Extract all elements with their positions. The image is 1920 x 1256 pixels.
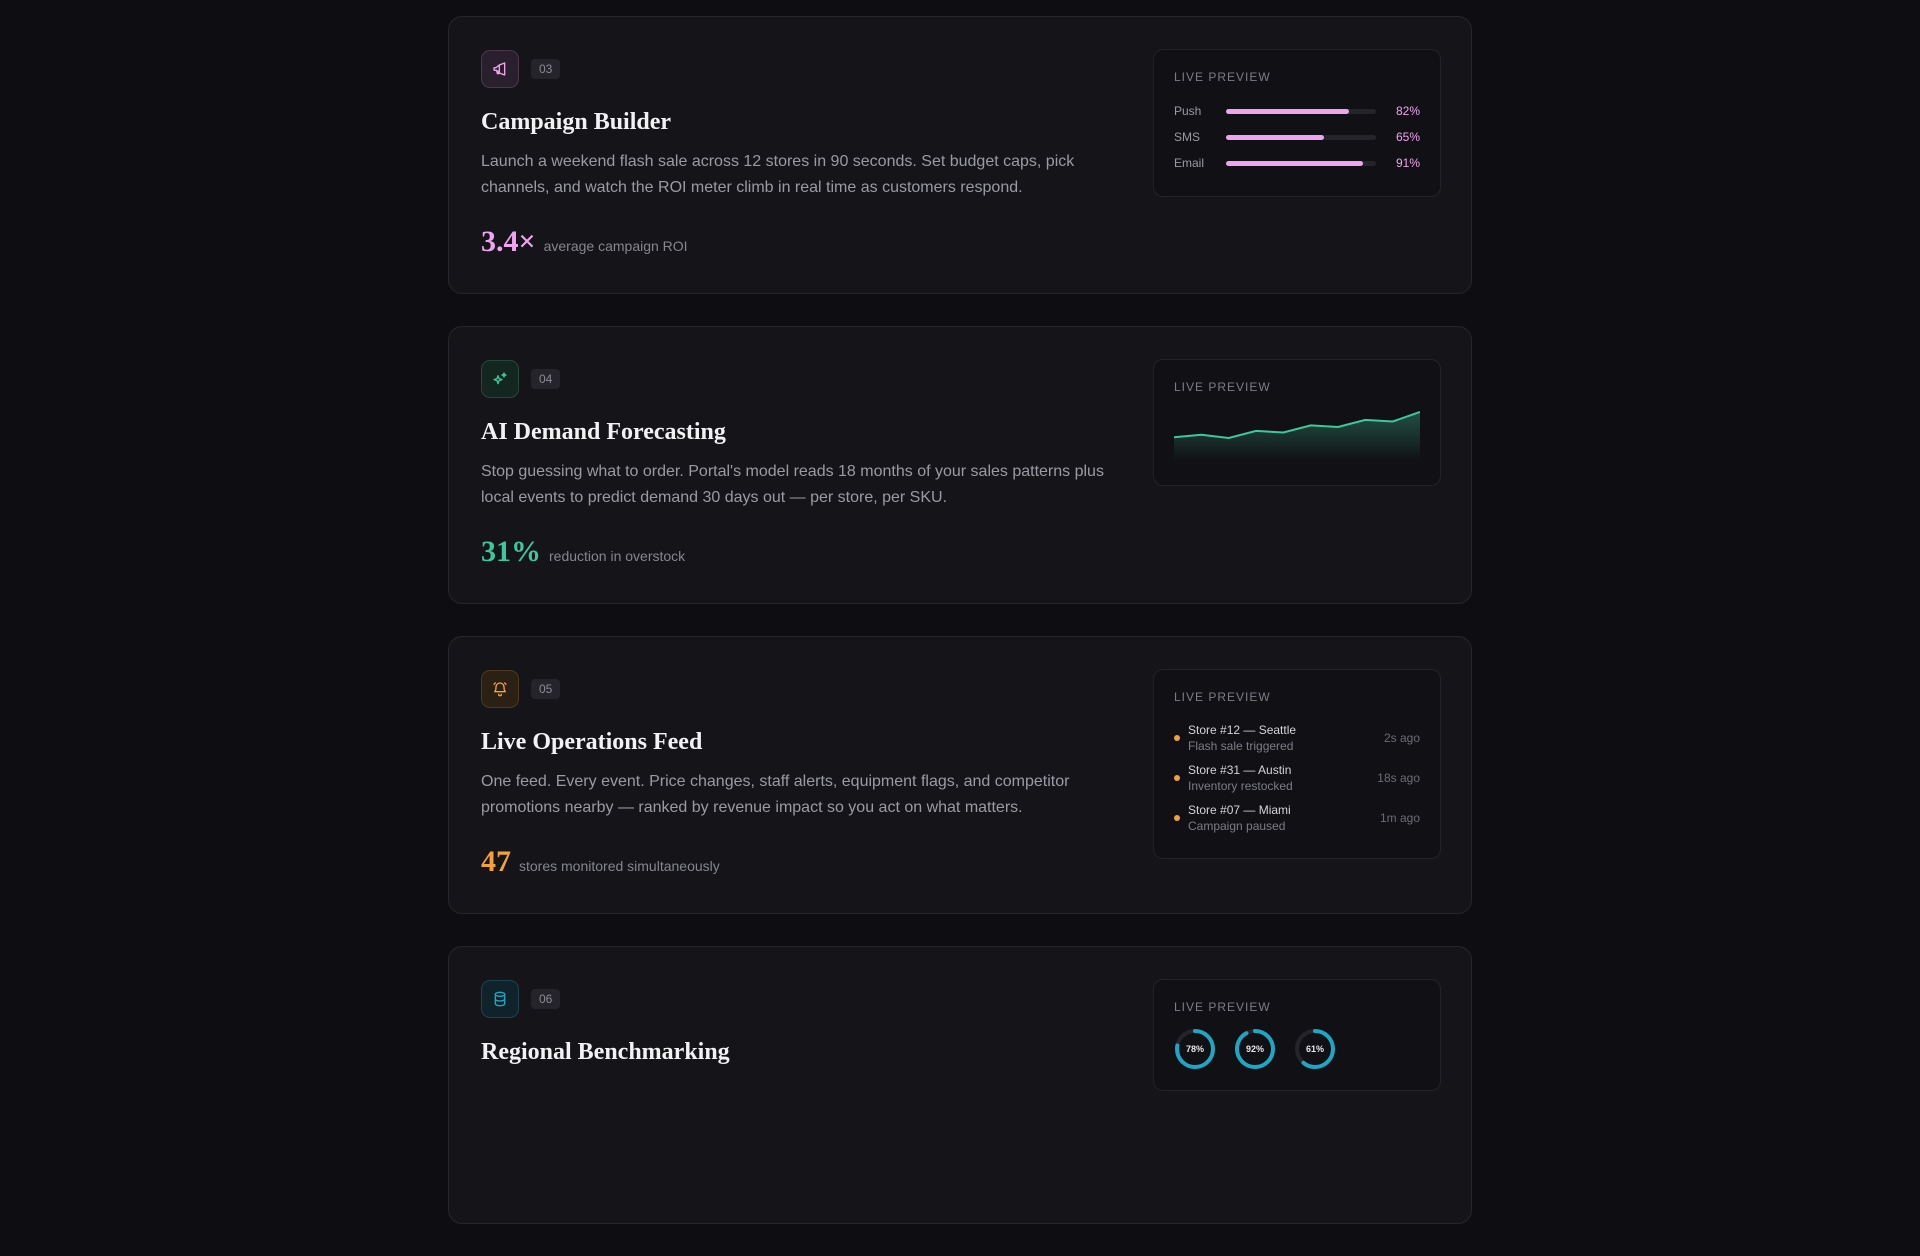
benchmark-gauge: 78% bbox=[1174, 1028, 1216, 1070]
feed-item: Store #31 — Austin Inventory restocked 1… bbox=[1174, 758, 1420, 798]
metric-value: 31% bbox=[481, 535, 541, 568]
forecast-sparkline bbox=[1173, 411, 1421, 460]
feature-title: AI Demand Forecasting bbox=[481, 419, 726, 445]
live-preview-panel: LIVE PREVIEW 78% 92% 61% bbox=[1153, 979, 1441, 1091]
feature-card-header: 06 bbox=[481, 979, 1121, 1019]
feature-number-badge: 05 bbox=[531, 679, 561, 699]
feature-card-campaign-builder: 03 Campaign Builder Launch a weekend fla… bbox=[448, 16, 1472, 294]
channel-label: Email bbox=[1174, 156, 1205, 170]
live-preview-label: LIVE PREVIEW bbox=[1174, 1000, 1271, 1014]
feature-card-regional-benchmarking: 06 Regional Benchmarking LIVE PREVIEW 78… bbox=[448, 946, 1472, 1224]
feed-store: Store #12 — Seattle bbox=[1188, 723, 1297, 737]
channel-bar-track bbox=[1226, 134, 1376, 140]
feature-metric: 47 stores monitored simultaneously bbox=[481, 845, 1121, 879]
channel-bar-track bbox=[1226, 160, 1376, 166]
feed-timestamp: 2s ago bbox=[1383, 731, 1420, 745]
live-preview-panel: LIVE PREVIEW Store #12 — Seattle Flash s… bbox=[1153, 669, 1441, 859]
channel-label: Push bbox=[1174, 104, 1202, 118]
megaphone-icon bbox=[481, 50, 519, 88]
gauge-value: 61% bbox=[1305, 1044, 1324, 1054]
feature-title: Live Operations Feed bbox=[481, 729, 703, 755]
feed-store: Store #07 — Miami bbox=[1188, 803, 1291, 817]
feature-card-body: 06 Regional Benchmarking bbox=[481, 979, 1121, 1067]
channel-percent: 65% bbox=[1395, 130, 1420, 144]
feed-store: Store #31 — Austin bbox=[1188, 763, 1292, 777]
feature-number-badge: 03 bbox=[531, 59, 561, 79]
sparkline-line bbox=[1173, 411, 1421, 440]
feed-event: Inventory restocked bbox=[1188, 779, 1293, 793]
alarm-bell-icon bbox=[481, 670, 519, 708]
metric-label: average campaign ROI bbox=[543, 238, 688, 254]
feed-item-text: Store #07 — Miami Campaign paused bbox=[1188, 803, 1291, 833]
benchmark-gauge: 92% bbox=[1234, 1028, 1276, 1070]
channel-percent: 82% bbox=[1395, 104, 1420, 118]
channel-percent: 91% bbox=[1395, 156, 1420, 170]
sparkles-icon bbox=[481, 360, 519, 398]
channel-bar-fill bbox=[1226, 108, 1349, 114]
feed-event: Campaign paused bbox=[1188, 819, 1286, 833]
live-preview-panel: LIVE PREVIEW bbox=[1153, 359, 1441, 486]
feed-item-text: Store #31 — Austin Inventory restocked bbox=[1188, 763, 1293, 793]
benchmark-gauges: 78% 92% 61% bbox=[1174, 1028, 1420, 1070]
status-dot bbox=[1174, 775, 1180, 781]
status-dot bbox=[1174, 815, 1180, 821]
feature-card-body: 05 Live Operations Feed One feed. Every … bbox=[481, 669, 1121, 879]
sparkline-area bbox=[1174, 412, 1420, 460]
feature-card-live-operations-feed: 05 Live Operations Feed One feed. Every … bbox=[448, 636, 1472, 914]
feature-description: Stop guessing what to order. Portal's mo… bbox=[481, 463, 1104, 506]
feed-item: Store #07 — Miami Campaign paused 1m ago bbox=[1174, 798, 1420, 838]
live-preview-label: LIVE PREVIEW bbox=[1174, 70, 1271, 84]
channel-label: SMS bbox=[1174, 130, 1201, 144]
feature-title: Regional Benchmarking bbox=[481, 1039, 730, 1065]
metric-value: 47 bbox=[481, 845, 511, 878]
feature-card-header: 04 bbox=[481, 359, 1121, 399]
feature-card-header: 05 bbox=[481, 669, 1121, 709]
channel-bar-row: SMS 65% bbox=[1174, 124, 1420, 150]
channel-bar-fill bbox=[1226, 160, 1363, 166]
feed-item: Store #12 — Seattle Flash sale triggered… bbox=[1174, 718, 1420, 758]
gauge-value: 92% bbox=[1245, 1044, 1264, 1054]
live-preview-label: LIVE PREVIEW bbox=[1174, 690, 1271, 704]
gauge-value: 78% bbox=[1185, 1044, 1204, 1054]
live-preview-panel: LIVE PREVIEW Push 82% SMS 65% Email 91% bbox=[1153, 49, 1441, 197]
feature-metric: 3.4× average campaign ROI bbox=[481, 225, 1121, 259]
feature-description: Launch a weekend flash sale across 12 st… bbox=[481, 153, 1075, 196]
metric-label: reduction in overstock bbox=[549, 548, 686, 564]
feed-event: Flash sale triggered bbox=[1188, 739, 1294, 753]
benchmark-gauge: 61% bbox=[1294, 1028, 1336, 1070]
channel-bar-row: Push 82% bbox=[1174, 98, 1420, 124]
feed-item-text: Store #12 — Seattle Flash sale triggered bbox=[1188, 723, 1296, 753]
channel-bar-row: Email 91% bbox=[1174, 150, 1420, 176]
database-icon bbox=[481, 980, 519, 1018]
feature-title: Campaign Builder bbox=[481, 109, 672, 135]
feed-timestamp: 18s ago bbox=[1377, 771, 1420, 785]
live-preview-label: LIVE PREVIEW bbox=[1174, 380, 1271, 394]
metric-value: 3.4× bbox=[481, 225, 536, 258]
feature-card-body: 04 AI Demand Forecasting Stop guessing w… bbox=[481, 359, 1121, 569]
feature-card-header: 03 bbox=[481, 49, 1121, 89]
feature-number-badge: 04 bbox=[531, 369, 561, 389]
feature-card-body: 03 Campaign Builder Launch a weekend fla… bbox=[481, 49, 1121, 259]
feature-metric: 31% reduction in overstock bbox=[481, 535, 1121, 569]
channel-bar-fill bbox=[1226, 134, 1324, 140]
feature-card-ai-demand-forecasting: 04 AI Demand Forecasting Stop guessing w… bbox=[448, 326, 1472, 604]
feed-timestamp: 1m ago bbox=[1379, 811, 1420, 825]
status-dot bbox=[1174, 735, 1180, 741]
feature-number-badge: 06 bbox=[531, 989, 561, 1009]
feature-description: One feed. Every event. Price changes, st… bbox=[481, 773, 1070, 816]
metric-label: stores monitored simultaneously bbox=[519, 858, 720, 874]
channel-bar-track bbox=[1226, 108, 1376, 114]
features-list: 03 Campaign Builder Launch a weekend fla… bbox=[448, 16, 1472, 1256]
